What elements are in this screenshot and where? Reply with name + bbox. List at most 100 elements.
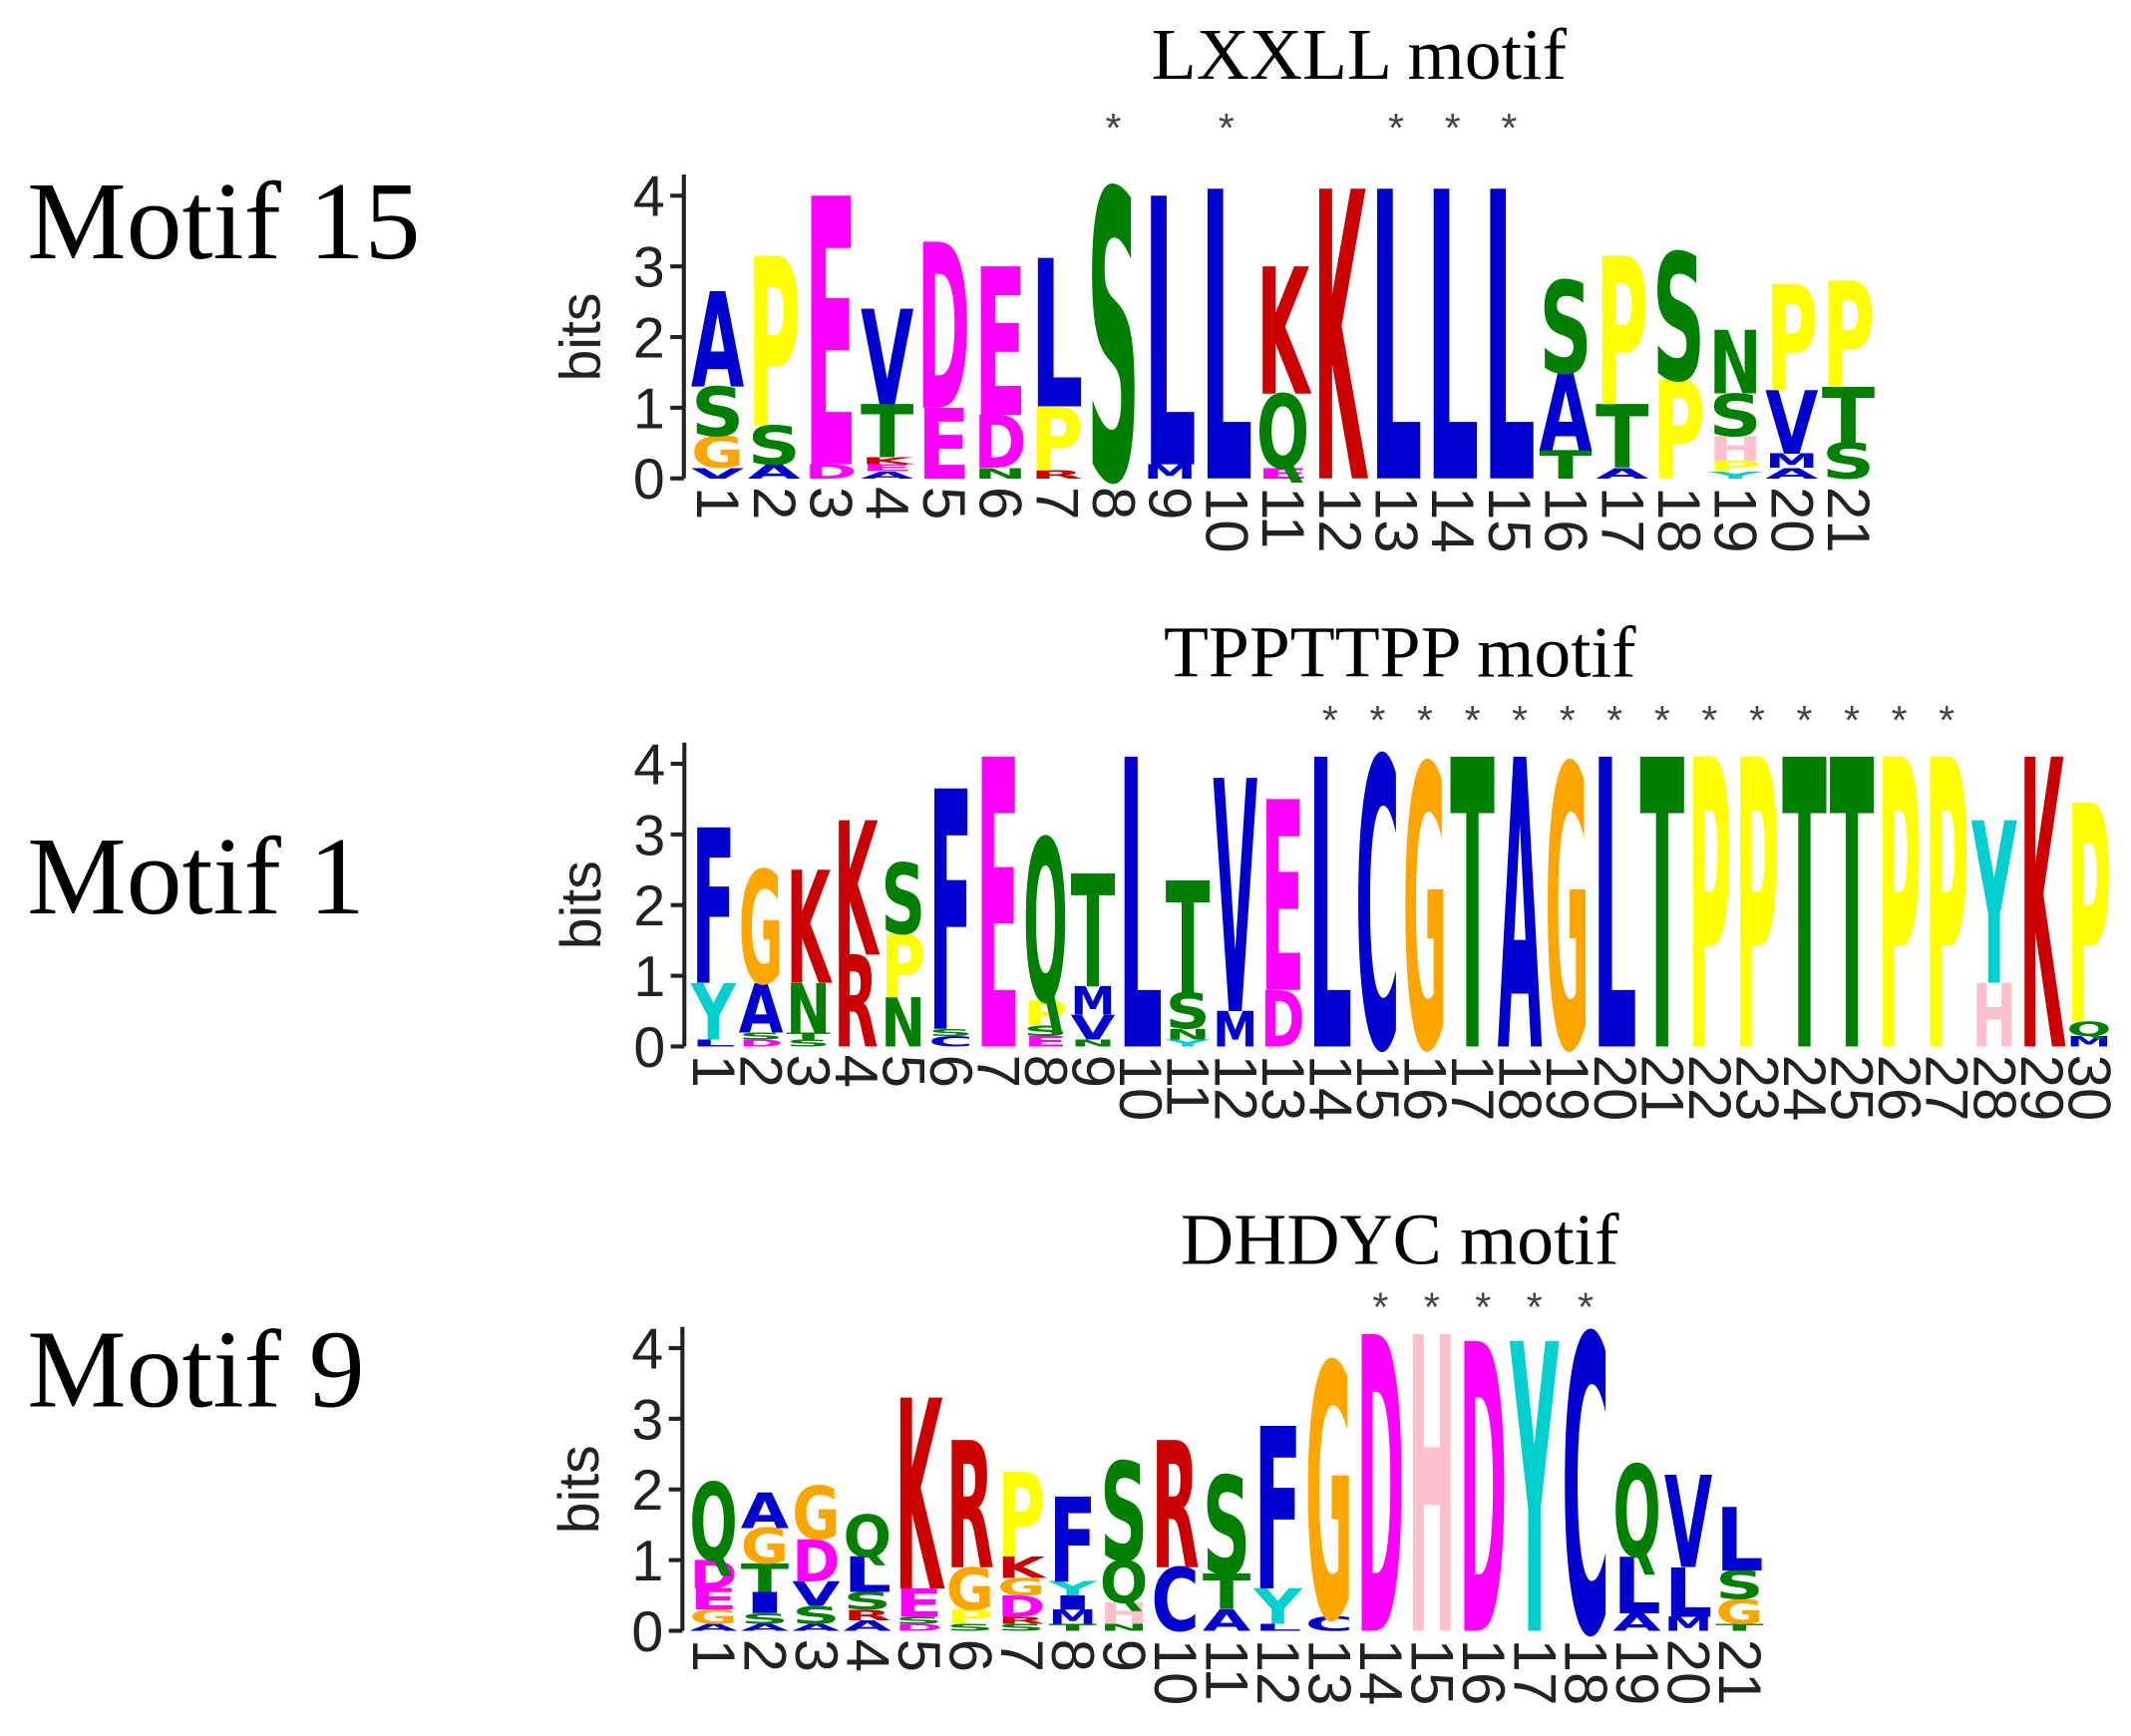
logo-letter: P — [1822, 252, 1875, 422]
logo-letter: F — [1253, 1383, 1301, 1642]
significance-marker: * — [1892, 697, 1908, 743]
y-axis-label: bits — [548, 292, 612, 381]
y-tick-label: 0 — [633, 448, 665, 512]
logo-letter: L — [1664, 1554, 1712, 1632]
y-tick-label: 2 — [633, 874, 665, 938]
x-tick-label: 13 — [1295, 1639, 1362, 1706]
x-tick-label: 19 — [1702, 487, 1769, 553]
logo-letter: G — [739, 841, 784, 1020]
chart-title: DHDYC motif — [1181, 1199, 1619, 1280]
x-tick-label: 21 — [1628, 1055, 1695, 1122]
logo-letter: N — [1071, 1038, 1116, 1049]
logo-letter: M — [1144, 461, 1197, 484]
logo-letter: Y — [1252, 1578, 1302, 1635]
x-tick-label: 24 — [1771, 1055, 1838, 1122]
logo-letter: G — [1403, 688, 1448, 1139]
x-tick-label: 13 — [1249, 1055, 1316, 1122]
logo-letter: S — [1822, 434, 1875, 491]
logo-letter: M — [1071, 978, 1116, 1023]
logo-letter: V — [691, 465, 745, 482]
x-tick-label: 1 — [684, 487, 751, 520]
logo-letter: P — [1023, 994, 1068, 1034]
logo-letter: E — [804, 122, 857, 550]
logo-letter: N — [973, 465, 1026, 482]
logo-letter: T — [1715, 1621, 1764, 1632]
x-tick-label: 8 — [1039, 1639, 1106, 1672]
logo-letter: P — [997, 1450, 1045, 1584]
significance-marker: * — [1465, 697, 1481, 743]
logo-letter: S — [748, 416, 801, 478]
logo-letter: Q — [1612, 1441, 1660, 1587]
logo-letter: D — [997, 1589, 1045, 1623]
x-tick-label: 14 — [1419, 487, 1486, 553]
chart-title: TPPTTPP motif — [1164, 611, 1636, 693]
logo-letter: G — [946, 1556, 994, 1623]
logo-letter: A — [689, 1621, 738, 1633]
logo-letter: P — [1030, 389, 1083, 491]
x-tick-label: 8 — [1080, 487, 1147, 520]
x-tick-label: 30 — [2055, 1055, 2122, 1122]
logo-letter: E — [976, 679, 1021, 1141]
x-tick-label: 16 — [1533, 487, 1599, 553]
logo-letter: S — [1539, 257, 1592, 403]
significance-marker: * — [1512, 697, 1528, 743]
logo-letter: A — [1612, 1608, 1661, 1636]
x-tick-label: 17 — [1589, 487, 1655, 553]
logo-letter: P — [1708, 458, 1761, 475]
logo-letter: T — [1166, 851, 1211, 1031]
logo-letter: A — [739, 969, 784, 1049]
significance-marker: * — [1606, 697, 1622, 743]
logo-letter: A — [741, 1484, 790, 1540]
logo-letter: T — [1048, 1621, 1097, 1632]
x-tick-label: 8 — [1012, 1055, 1079, 1088]
logo-letter: M — [1048, 1606, 1096, 1629]
logo-letter: D — [917, 196, 970, 463]
logo-letter: T — [1830, 679, 1875, 1141]
logo-letter: G — [1715, 1592, 1763, 1632]
logo-letter: A — [1539, 353, 1593, 477]
x-tick-label: 28 — [1960, 1055, 2027, 1122]
logo-letter: P — [946, 1606, 994, 1628]
y-tick-label: 3 — [633, 804, 665, 868]
logo-letter: G — [792, 1471, 840, 1557]
logo-letter: Y — [1509, 1263, 1559, 1725]
x-tick-label: 16 — [1392, 1055, 1459, 1122]
logo-letter: S — [928, 1027, 973, 1038]
logo-letter: D — [973, 401, 1026, 486]
x-tick-label: 22 — [1676, 1055, 1743, 1122]
logo-letter: P — [1925, 678, 1969, 1141]
x-tick-label: 2 — [732, 1639, 799, 1672]
x-tick-label: 10 — [1142, 1639, 1209, 1706]
y-tick-label: 1 — [633, 377, 665, 441]
logo-letter: G — [1305, 1294, 1353, 1700]
logo-letter: Y — [1047, 1577, 1099, 1600]
logo-letter: P — [2067, 744, 2112, 1094]
logo-letter: K — [834, 785, 881, 999]
x-tick-label: 6 — [967, 487, 1034, 520]
logo-letter: R — [834, 931, 879, 1077]
logo-letter: S — [1203, 1449, 1250, 1607]
x-tick-label: 13 — [1363, 487, 1430, 553]
logo-letter: L — [1426, 110, 1479, 572]
logo-letter: I — [741, 1586, 789, 1620]
x-tick-label: 15 — [1398, 1639, 1465, 1706]
logo-letter: P — [1765, 256, 1818, 426]
y-tick-label: 1 — [633, 945, 665, 1009]
x-tick-label: 7 — [1023, 487, 1090, 520]
significance-marker: * — [1322, 697, 1338, 743]
x-tick-label: 11 — [1155, 1055, 1222, 1117]
logo-letter: S — [1708, 382, 1761, 450]
x-tick-label: 11 — [1249, 487, 1316, 548]
logo-letter: A — [1765, 465, 1819, 482]
x-tick-label: 5 — [910, 487, 977, 520]
x-tick-label: 12 — [1202, 1055, 1268, 1122]
logo-letter: P — [1735, 678, 1780, 1141]
x-tick-label: 3 — [783, 1639, 850, 1672]
x-tick-label: 4 — [823, 1055, 889, 1088]
significance-marker: * — [1701, 697, 1717, 743]
logo-letter: M — [1765, 450, 1818, 473]
logo-letter: V — [1213, 716, 1257, 1088]
logo-letter: V — [792, 1574, 840, 1614]
logo-letter: Q — [1023, 795, 1068, 1054]
